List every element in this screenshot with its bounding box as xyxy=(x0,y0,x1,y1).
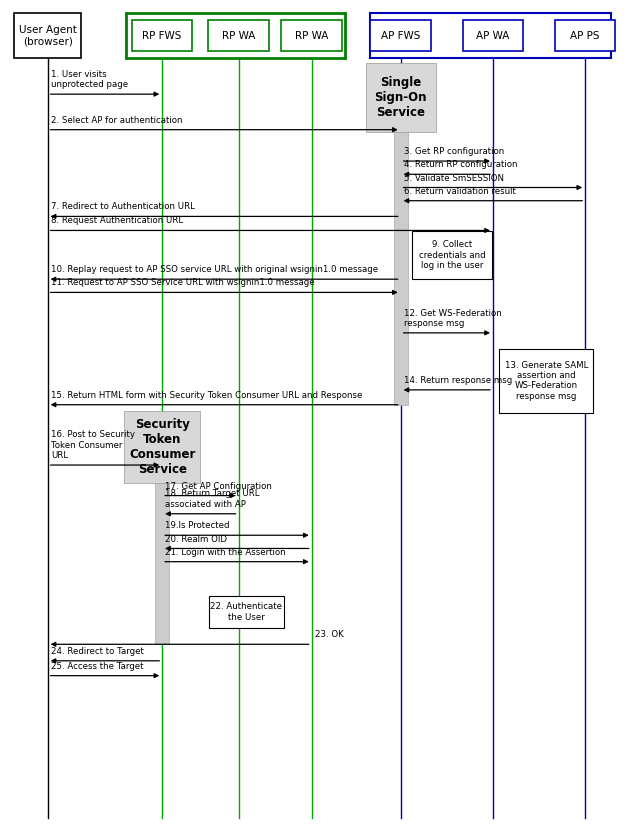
Text: 7. Redirect to Authentication URL: 7. Redirect to Authentication URL xyxy=(51,202,195,211)
Bar xyxy=(394,76,408,405)
Text: 4. Return RP configuration: 4. Return RP configuration xyxy=(404,160,517,169)
Bar xyxy=(371,20,431,51)
Text: 1. User visits
unprotected page: 1. User visits unprotected page xyxy=(51,70,128,89)
Bar xyxy=(412,231,492,279)
Text: 6. Return validation result: 6. Return validation result xyxy=(404,187,516,196)
Text: 24. Redirect to Target: 24. Redirect to Target xyxy=(51,647,144,656)
Text: RP WA: RP WA xyxy=(295,31,328,40)
Text: 23. OK: 23. OK xyxy=(315,630,343,639)
Text: Security
Token
Consumer
Service: Security Token Consumer Service xyxy=(129,418,195,477)
Bar xyxy=(499,349,593,413)
Text: 19.Is Protected: 19.Is Protected xyxy=(165,521,230,530)
Bar xyxy=(282,20,342,51)
Text: 15. Return HTML form with Security Token Consumer URL and Response: 15. Return HTML form with Security Token… xyxy=(51,391,363,400)
Text: 25. Access the Target: 25. Access the Target xyxy=(51,662,143,671)
Bar xyxy=(366,63,436,132)
Bar xyxy=(155,465,169,644)
Bar xyxy=(555,20,616,51)
Bar xyxy=(209,20,268,51)
Bar xyxy=(370,13,611,58)
Bar xyxy=(132,20,192,51)
Text: AP WA: AP WA xyxy=(476,31,509,40)
Text: User Agent
(browser): User Agent (browser) xyxy=(19,25,76,46)
Text: RP FWS: RP FWS xyxy=(142,31,182,40)
Text: 10. Replay request to AP SSO service URL with original wsignin1.0 message: 10. Replay request to AP SSO service URL… xyxy=(51,265,378,274)
Bar xyxy=(209,596,284,628)
Bar xyxy=(463,20,523,51)
Text: 22. Authenticate
the User: 22. Authenticate the User xyxy=(210,602,282,622)
Text: 18. Return Target URL
associated with AP: 18. Return Target URL associated with AP xyxy=(165,490,260,509)
Text: 5. Validate SmSESSION: 5. Validate SmSESSION xyxy=(404,173,504,183)
Bar xyxy=(14,12,81,58)
Text: Single
Sign-On
Service: Single Sign-On Service xyxy=(375,76,427,119)
Bar xyxy=(126,13,345,58)
Text: AP FWS: AP FWS xyxy=(381,31,420,40)
Bar xyxy=(124,411,200,483)
Text: 8. Request Authentication URL: 8. Request Authentication URL xyxy=(51,216,183,225)
Text: 11. Request to AP SSO Service URL with wsignin1.0 message: 11. Request to AP SSO Service URL with w… xyxy=(51,278,315,287)
Text: 21. Login with the Assertion: 21. Login with the Assertion xyxy=(165,548,286,557)
Text: 3. Get RP configuration: 3. Get RP configuration xyxy=(404,147,504,156)
Text: 12. Get WS-Federation
response msg: 12. Get WS-Federation response msg xyxy=(404,309,502,328)
Text: AP PS: AP PS xyxy=(570,31,600,40)
Text: 17. Get AP Configuration: 17. Get AP Configuration xyxy=(165,482,272,491)
Text: 16. Post to Security
Token Consumer
URL: 16. Post to Security Token Consumer URL xyxy=(51,430,135,460)
Text: 20. Realm OID: 20. Realm OID xyxy=(165,534,227,544)
Text: 14. Return response msg: 14. Return response msg xyxy=(404,376,512,385)
Text: 13. Generate SAML
assertion and
WS-Federation
response msg: 13. Generate SAML assertion and WS-Feder… xyxy=(504,361,588,401)
Text: 2. Select AP for authentication: 2. Select AP for authentication xyxy=(51,116,183,125)
Text: 9. Collect
credentials and
log in the user: 9. Collect credentials and log in the us… xyxy=(418,240,485,270)
Text: RP WA: RP WA xyxy=(222,31,255,40)
